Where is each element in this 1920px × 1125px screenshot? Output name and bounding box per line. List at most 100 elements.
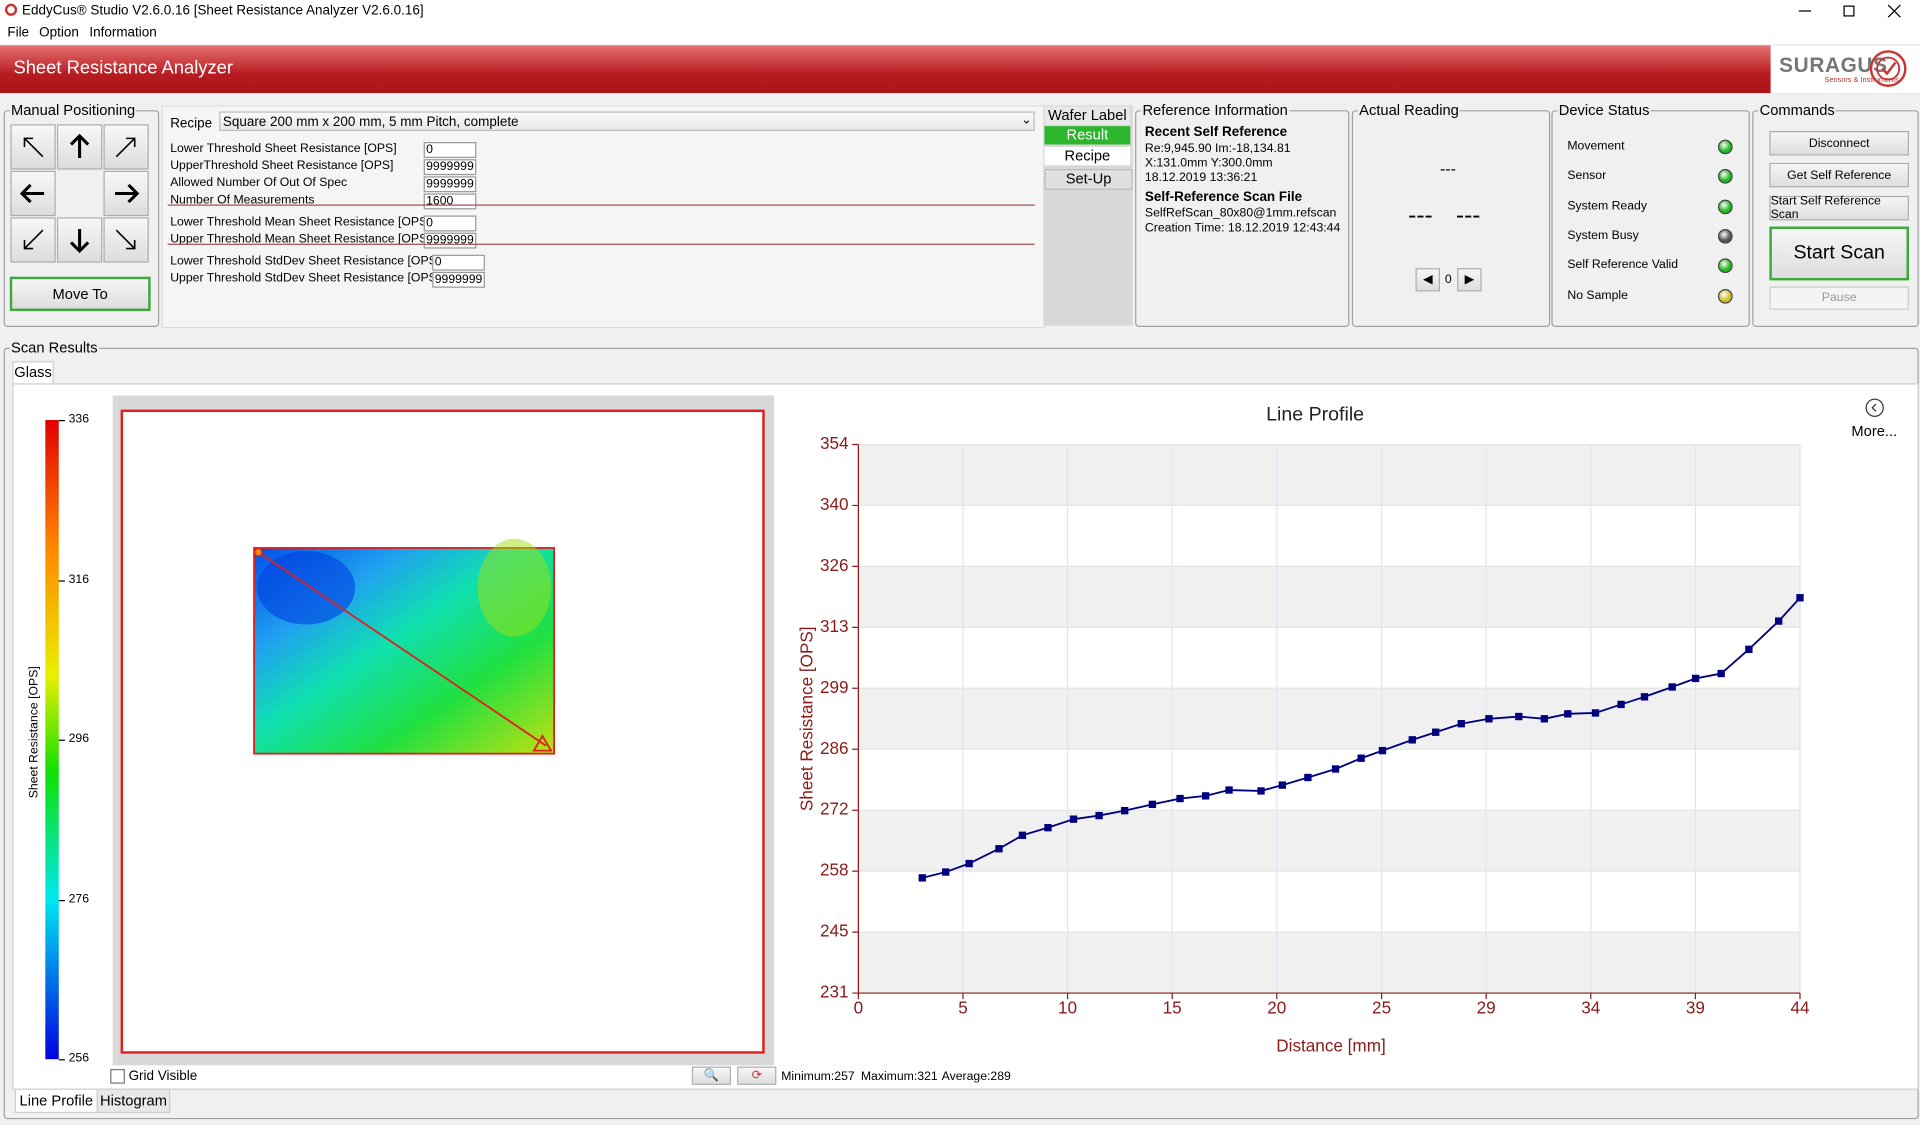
colorbar-tick-label: 276 (68, 892, 90, 906)
tab[interactable]: Glass (12, 361, 54, 384)
separator (167, 243, 1035, 245)
point-marker (1120, 806, 1129, 815)
reference-line: Re:9,945.90 Im:-18,134.81 (1144, 142, 1291, 156)
pause-button[interactable]: Pause (1769, 286, 1909, 310)
y-tick-label: 326 (820, 555, 849, 575)
menu-item[interactable]: File (7, 25, 30, 41)
x-axis-label: Distance [mm] (1276, 1035, 1385, 1055)
grid-band (858, 566, 1801, 628)
checkbox[interactable] (110, 1068, 125, 1084)
grid-band (858, 932, 1801, 994)
reference-line: SelfRefScan_80x80@1mm.refscan (1144, 206, 1337, 221)
logo-sub: Sensors & Instruments (1824, 77, 1899, 85)
field-input[interactable]: 9999999 (423, 232, 477, 249)
field-label: Upper Threshold StdDev Sheet Resistance … (170, 271, 441, 286)
window-title: EddyCus® Studio V2.6.0.16 [Sheet Resista… (22, 3, 424, 19)
move-to-button[interactable]: Move To (9, 276, 151, 312)
x-tick-label: 0 (854, 998, 864, 1018)
stat: Maximum:321 (860, 1070, 938, 1084)
field-input[interactable]: 9999999 (432, 271, 485, 288)
colorbar-tick (58, 420, 65, 422)
field-input[interactable]: 0 (423, 215, 477, 232)
field-input[interactable]: 1600 (423, 193, 477, 210)
recipe-tab[interactable]: Recipe (1044, 146, 1131, 166)
reference-line: 18.12.2019 13:36:21 (1144, 171, 1258, 185)
point-marker (1745, 645, 1753, 653)
recipe-dropdown[interactable] (219, 111, 1035, 132)
colorbar-tick (58, 899, 65, 901)
menu-item[interactable]: Information (89, 25, 157, 41)
point-marker (1018, 831, 1027, 839)
colorbar-tick-label: 336 (68, 412, 90, 427)
recipe-tab[interactable]: Set-Up (1044, 168, 1133, 190)
zoom-button[interactable]: 🔍 (691, 1066, 732, 1085)
colorbar-tick (58, 739, 65, 741)
point-marker (1304, 773, 1312, 782)
y-tick-label: 272 (820, 799, 849, 819)
start-scan-button[interactable]: Start Scan (1769, 226, 1909, 281)
colorbar-tick-label: 256 (68, 1051, 90, 1066)
grid-visible-label: Grid Visible (128, 1068, 198, 1084)
bottom-tab[interactable]: Histogram (96, 1088, 171, 1114)
header-bar (0, 45, 1920, 94)
more-link[interactable]: More... (1851, 422, 1898, 440)
menu-item[interactable]: Option (39, 25, 79, 41)
grid-band (858, 444, 1801, 506)
separator (167, 204, 1035, 206)
scan-file-title: Self-Reference Scan File (1144, 189, 1303, 205)
y-tick-label: 245 (820, 921, 849, 941)
point-marker (1591, 709, 1600, 717)
x-tick-label: 10 (1058, 998, 1077, 1018)
command-button[interactable]: Get Self Reference (1769, 162, 1909, 188)
field-label: Allowed Number Of Out Of Spec (170, 176, 348, 190)
field-label: Lower Threshold StdDev Sheet Resistance … (170, 254, 441, 269)
recipe-tab[interactable]: Result (1044, 126, 1131, 145)
jog-pad[interactable] (10, 124, 152, 264)
point-marker (1148, 800, 1157, 809)
grid-band (858, 688, 1801, 750)
recipe-tab[interactable]: Wafer Label (1044, 106, 1131, 125)
point-marker (1357, 754, 1365, 762)
field-input[interactable]: 0 (423, 142, 477, 158)
group-title: Manual Positioning (9, 101, 137, 119)
y-tick-label: 286 (820, 738, 849, 758)
point-marker (1796, 594, 1804, 602)
line-profile-chart: Line Profile Distance [mm] Sheet Resista… (797, 403, 1810, 1055)
menu-bar (0, 22, 1920, 45)
more-icon[interactable] (1864, 398, 1886, 420)
y-tick-label: 313 (820, 616, 849, 636)
group-title: Device Status (1557, 101, 1651, 119)
scan-map (45, 395, 774, 1066)
field-label: Number Of Measurements (170, 193, 315, 207)
field-input[interactable]: 0 (432, 254, 485, 271)
field-input[interactable]: 9999999 (423, 176, 477, 193)
next-button[interactable]: ▶ (1457, 268, 1482, 292)
point-marker (1640, 693, 1649, 701)
x-tick-label: 20 (1267, 998, 1286, 1018)
field-input[interactable]: 9999999 (423, 159, 477, 176)
bottom-tab[interactable]: Line Profile (14, 1088, 98, 1114)
command-button[interactable]: Disconnect (1769, 131, 1909, 156)
colorbar-label: Sheet Resistance [OPS] (27, 666, 42, 799)
refresh-button[interactable]: ⟳ (737, 1066, 777, 1085)
point-marker (1201, 792, 1210, 800)
window-controls[interactable] (1788, 0, 1920, 22)
point-marker (1432, 728, 1440, 736)
prev-button[interactable]: ◀ (1415, 268, 1441, 292)
status-light (1717, 228, 1733, 244)
field-label: Lower Threshold Mean Sheet Resistance [O… (170, 215, 431, 229)
status-light (1717, 258, 1733, 274)
group-title: Reference Information (1141, 101, 1290, 119)
point-marker (1331, 765, 1340, 773)
field-label: UpperThreshold Sheet Resistance [OPS] (170, 159, 394, 173)
point-marker (1044, 824, 1052, 832)
point-marker (1069, 815, 1078, 823)
command-button[interactable]: Start Self Reference Scan (1769, 195, 1909, 222)
point-marker (1225, 786, 1233, 794)
reading-value: --- (1455, 202, 1481, 229)
title-bar (0, 0, 1920, 23)
x-tick-label: 5 (958, 998, 968, 1018)
dropdown-arrow: ⌄ (1021, 113, 1032, 128)
actual-reading-group: Actual Reading (1351, 101, 1551, 327)
